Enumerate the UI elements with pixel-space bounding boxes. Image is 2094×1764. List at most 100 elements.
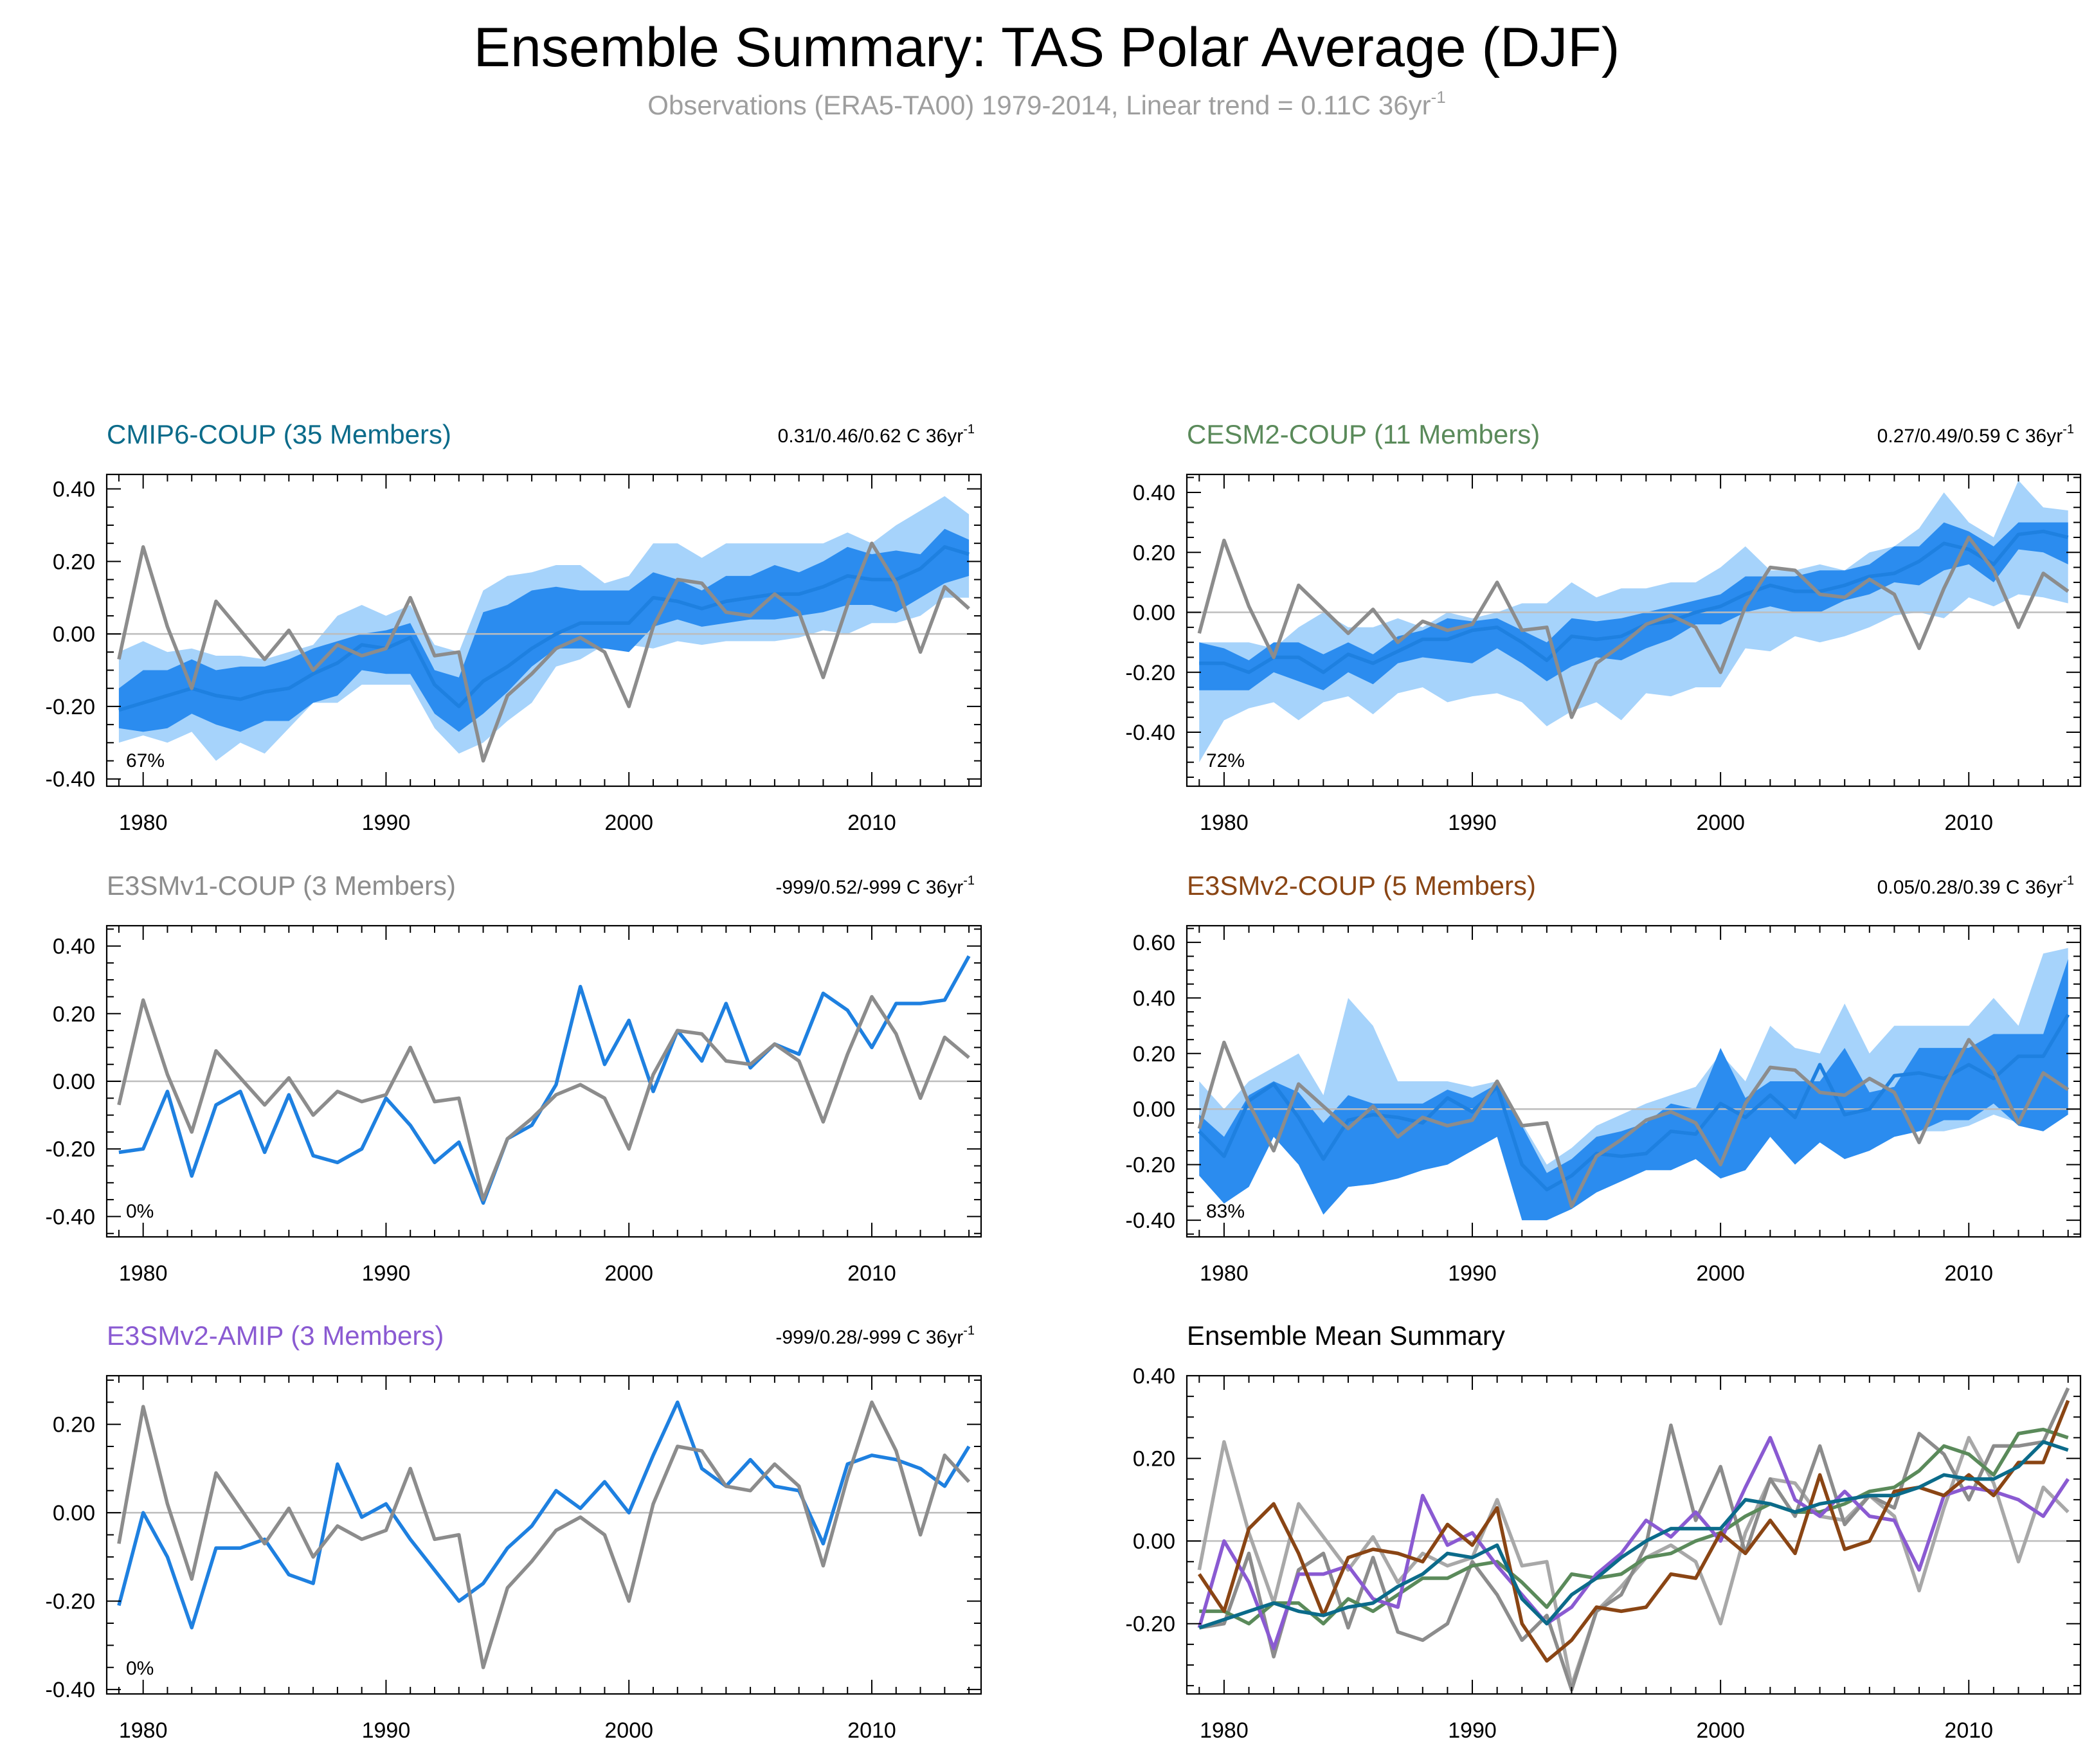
x-tick-label: 1980 [119,811,168,835]
panel-title: CESM2-COUP (11 Members) [1187,419,1540,449]
series-path [1198,1440,2069,1630]
plot-frame [1186,1374,2082,1695]
y-tick-label: -0.40 [1126,721,1176,745]
x-tick-label: 2010 [847,1261,896,1286]
inner-spread-band [1199,959,2068,1221]
y-tick-label: 0.40 [1133,481,1175,505]
y-tick-label: 0.20 [1133,1447,1175,1472]
y-tick-label: -0.20 [46,1137,96,1162]
x-tick-label: 1990 [362,1718,411,1743]
x-tick-label: 2000 [604,1718,653,1743]
y-tick-label: -0.40 [46,768,96,792]
series-path [1199,1427,2069,1626]
panel-title: E3SMv2-COUP (5 Members) [1187,870,1536,901]
y-tick-label: 0.00 [53,1070,95,1094]
y-tick-label: -0.20 [1126,661,1176,685]
series-path [1198,1387,2070,1692]
trend-label-text: -999/0.28/-999 C 36yr [775,1327,963,1348]
chart-panel-6: 1980 1990 2000 2010 -0.20 0.00 0.20 0.40 Ensembl… [1126,1320,2082,1743]
panels: 1980 1990 2000 2010 -0.40 -0.20 0.00 0.20 0.40 CM… [46,419,2082,1743]
x-tick-label: 1990 [362,811,411,835]
y-tick-label: 0.00 [1133,601,1175,626]
y-tick-label: -0.20 [46,695,96,719]
observations-line [117,1400,971,1670]
trend-label-sup: -1 [2062,874,2074,888]
y-tick-label: -0.20 [1126,1153,1176,1178]
x-tick-label: 1980 [1200,1261,1249,1286]
x-tick-label: 2010 [1944,1261,1993,1286]
y-tick-label: -0.40 [46,1205,96,1229]
x-tick-label: 2010 [847,1718,896,1743]
trend-label-sup: -1 [963,422,975,437]
chart-panel-5: 1980 1990 2000 2010 -0.40 -0.20 0.00 0.20 E3SMv2… [46,1320,982,1743]
x-tick-label: 2010 [847,811,896,835]
series-path [1199,529,2069,674]
chart-panel-1: 1980 1990 2000 2010 -0.40 -0.20 0.00 0.20 0.40 CM… [46,419,982,835]
trend-label-text: 0.05/0.28/0.39 C 36yr [1877,877,2063,898]
x-tick-label: 2000 [1696,811,1745,835]
x-tick-label: 1980 [119,1718,168,1743]
y-tick-label: -0.20 [1126,1612,1176,1637]
plot-frame [105,1374,982,1695]
series-path [1197,1038,2070,1209]
series-path [1197,1436,2070,1688]
y-tick-label: -0.40 [46,1678,96,1702]
inner-spread-band [1199,522,2068,690]
trend-label-text: 0.27/0.49/0.59 C 36yr [1877,426,2063,447]
figure-subtitle-sup: -1 [1431,87,1446,107]
inner-spread-band [118,528,970,732]
y-tick-label: 0.00 [53,622,95,647]
x-tick-label: 2010 [1944,811,1993,835]
x-tick-label: 1990 [362,1261,411,1286]
y-tick-label: 0.40 [1133,1364,1175,1389]
y-tick-label: 0.40 [1133,986,1175,1011]
x-tick-label: 2010 [1944,1718,1993,1743]
series-path [1197,536,2070,719]
percent-label: 83% [1206,1201,1245,1222]
panel-title: Ensemble Mean Summary [1187,1320,1505,1351]
series-path [117,1400,971,1670]
series-path [118,955,971,1205]
x-tick-label: 2000 [604,811,653,835]
x-tick-label: 2000 [1696,1261,1745,1286]
trend-label-sup: -1 [963,874,975,888]
y-tick-label: -0.40 [1126,1209,1176,1233]
y-tick-label: 0.00 [53,1501,95,1526]
chart-panel-4: 1980 1990 2000 2010 -0.40 -0.20 0.00 0.20 0.40 0.… [1126,870,2082,1286]
panel-title: CMIP6-COUP (35 Members) [107,419,451,449]
series-path [117,541,970,763]
series-path [117,995,970,1202]
panel-title: E3SMv1-COUP (3 Members) [107,870,456,901]
series-5-line [1198,1440,2069,1630]
trend-label-sup: -1 [963,1324,975,1338]
x-tick-label: 1980 [119,1261,168,1286]
percent-label: 0% [126,1201,154,1222]
chart-panel-3: 1980 1990 2000 2010 -0.40 -0.20 0.00 0.20 0.40 E3… [46,870,982,1286]
x-tick-label: 1990 [1448,1261,1497,1286]
y-tick-label: 0.20 [53,1002,95,1027]
trend-label-text: -999/0.52/-999 C 36yr [775,877,963,898]
x-tick-label: 1990 [1448,1718,1497,1743]
y-tick-label: 0.40 [53,935,95,959]
x-tick-label: 2000 [604,1261,653,1286]
figure-subtitle: Observations (ERA5-TA00) 1979-2014, Line… [647,87,1445,120]
trend-label-text: 0.31/0.46/0.62 C 36yr [778,426,964,447]
x-tick-label: 1980 [1200,1718,1249,1743]
trend-label: 0.27/0.49/0.59 C 36yr-1 [1877,422,2074,447]
x-tick-label: 1990 [1448,811,1497,835]
y-tick-label: 0.20 [1133,1042,1175,1066]
y-tick-label: -0.20 [46,1590,96,1614]
y-tick-label: 0.60 [1133,931,1175,955]
series-4-line [1198,1400,2070,1663]
ensemble-mean-line [1199,529,2069,674]
y-tick-label: 0.00 [1133,1529,1175,1554]
x-tick-label: 2000 [1696,1718,1745,1743]
percent-label: 67% [126,750,165,771]
series-path [118,545,970,712]
trend-label: 0.31/0.46/0.62 C 36yr-1 [778,422,975,447]
observations-line [1197,1038,2070,1209]
panel-title: E3SMv2-AMIP (3 Members) [107,1320,444,1351]
percent-label: 0% [126,1658,154,1679]
trend-label: -999/0.28/-999 C 36yr-1 [775,1324,975,1348]
